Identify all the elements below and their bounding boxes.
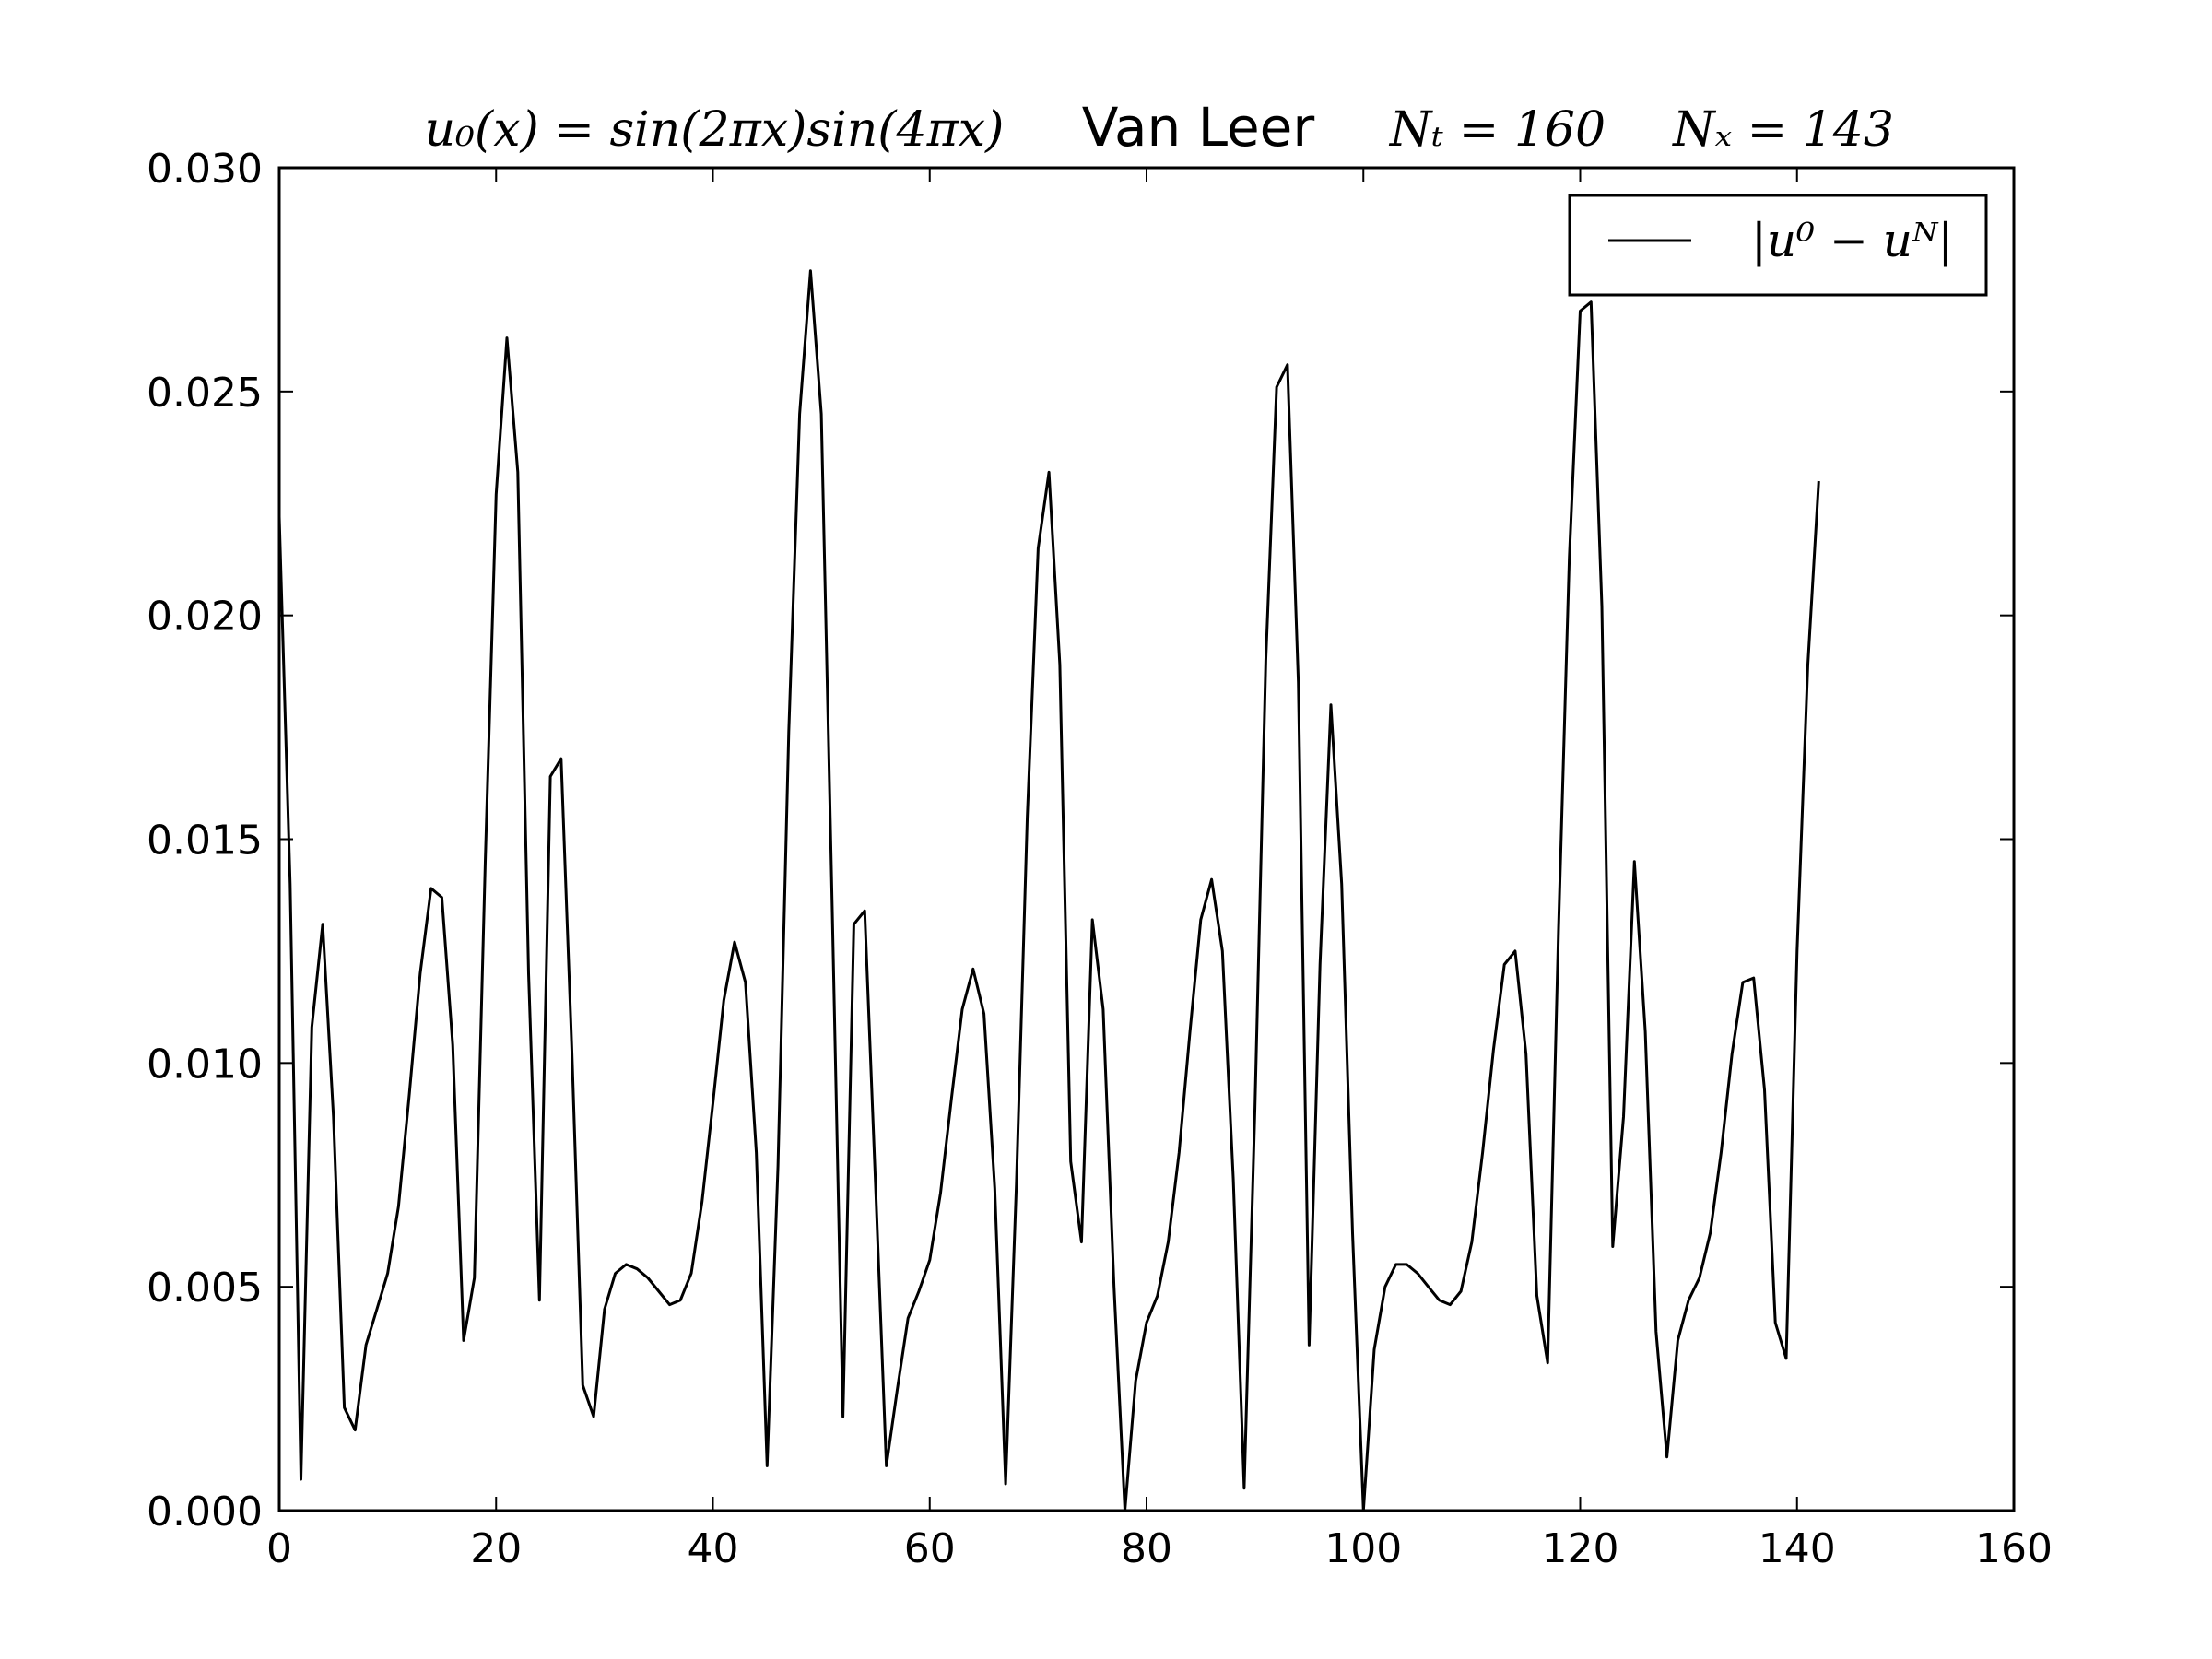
x-tick-label: 80	[1121, 1525, 1172, 1572]
title-initial-condition: u₀(x) = sin(2πx)sin(4πx)	[425, 102, 1005, 158]
legend: |u⁰ − uᴺ|	[1568, 194, 1988, 297]
y-tick-label: 0.010	[147, 1041, 263, 1088]
y-tick-label: 0.015	[147, 818, 263, 865]
x-axis: 0 20 40 60 80 100 120 140 160	[266, 168, 2053, 1572]
x-tick-label: 0	[266, 1525, 292, 1572]
chart-title: u₀(x) = sin(2πx)sin(4πx) Van Leer Nₜ = 1…	[425, 96, 1894, 159]
y-tick-label: 0.030	[147, 146, 263, 193]
y-axis: 0.000 0.005 0.010 0.015 0.020 0.025 0.030	[147, 146, 2014, 1535]
x-tick-label: 60	[904, 1525, 956, 1572]
x-tick-label: 20	[470, 1525, 522, 1572]
series-line-error	[277, 269, 1820, 1512]
y-tick-label: 0.020	[147, 594, 263, 641]
x-tick-label: 160	[1975, 1525, 2053, 1572]
y-tick-label: 0.005	[147, 1265, 263, 1312]
title-scheme-name: Van Leer	[1082, 96, 1315, 159]
y-tick-label: 0.000	[147, 1488, 263, 1535]
legend-label: |u⁰ − uᴺ|	[1751, 214, 1953, 267]
x-tick-label: 40	[688, 1525, 739, 1572]
title-nt: Nₜ = 160	[1388, 102, 1606, 158]
plot-frame	[277, 166, 2016, 1512]
legend-box	[1568, 194, 1988, 297]
y-tick-label: 0.025	[147, 370, 263, 417]
x-tick-label: 100	[1324, 1525, 1402, 1572]
x-tick-label: 120	[1542, 1525, 1619, 1572]
x-tick-label: 140	[1759, 1525, 1836, 1572]
title-nx: Nₓ = 143	[1671, 102, 1894, 158]
